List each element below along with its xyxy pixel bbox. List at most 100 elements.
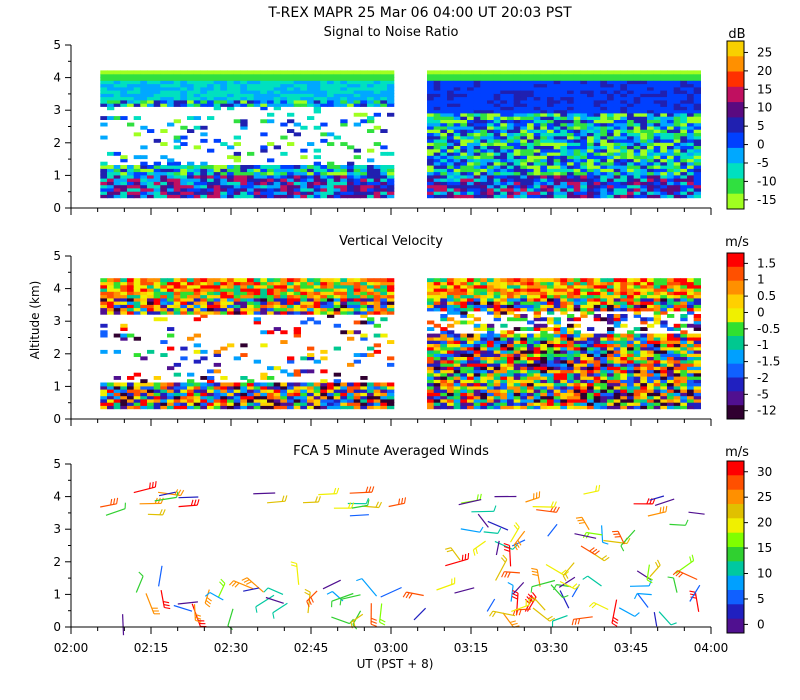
data-cell bbox=[180, 99, 188, 104]
data-cell bbox=[613, 135, 621, 140]
data-cell bbox=[560, 161, 568, 166]
data-cell bbox=[640, 165, 648, 169]
data-cell bbox=[547, 281, 555, 286]
data-cell bbox=[273, 389, 281, 393]
data-cell bbox=[233, 168, 241, 173]
data-cell bbox=[380, 333, 388, 338]
data-cell bbox=[373, 86, 381, 91]
data-cell bbox=[447, 398, 455, 403]
data-cell bbox=[100, 122, 108, 127]
data-cell bbox=[607, 330, 615, 335]
data-cell bbox=[540, 109, 548, 114]
data-cell bbox=[500, 174, 508, 179]
data-cell bbox=[120, 304, 128, 309]
data-cell bbox=[580, 70, 588, 75]
data-cell bbox=[180, 171, 188, 176]
colorbar-segment bbox=[727, 178, 744, 195]
data-cell bbox=[613, 398, 621, 403]
data-cell bbox=[533, 369, 541, 374]
data-cell bbox=[620, 76, 628, 81]
data-cell bbox=[307, 96, 315, 101]
data-cell bbox=[567, 392, 575, 397]
data-cell bbox=[240, 119, 248, 124]
data-cell bbox=[107, 294, 115, 299]
data-cell bbox=[220, 291, 228, 296]
data-cell bbox=[333, 281, 341, 286]
data-cell bbox=[547, 385, 555, 390]
data-cell bbox=[373, 99, 381, 104]
data-cell bbox=[167, 184, 175, 189]
data-cell bbox=[307, 187, 315, 192]
data-cell bbox=[607, 392, 615, 397]
data-cell bbox=[553, 194, 561, 199]
data-cell bbox=[327, 307, 335, 312]
data-cell bbox=[553, 116, 561, 120]
data-cell bbox=[633, 304, 641, 309]
data-cell bbox=[180, 356, 188, 361]
data-cell bbox=[507, 304, 515, 309]
data-cell bbox=[533, 398, 541, 403]
data-cell bbox=[553, 93, 561, 98]
data-cell bbox=[207, 96, 215, 101]
data-cell bbox=[100, 184, 108, 189]
data-cell bbox=[333, 291, 341, 296]
data-cell bbox=[627, 90, 635, 94]
data-cell bbox=[333, 187, 341, 192]
data-cell bbox=[600, 362, 608, 367]
data-cell bbox=[473, 129, 481, 133]
data-cell bbox=[687, 83, 695, 88]
data-cell bbox=[520, 284, 528, 289]
data-cell bbox=[527, 294, 535, 299]
data-cell bbox=[180, 398, 188, 403]
data-cell bbox=[373, 281, 381, 286]
data-cell bbox=[540, 356, 548, 361]
data-cell bbox=[653, 161, 661, 166]
data-cell bbox=[233, 398, 241, 403]
data-cell bbox=[660, 346, 668, 351]
data-cell bbox=[493, 278, 501, 283]
data-cell bbox=[640, 366, 648, 371]
data-cell bbox=[247, 307, 255, 312]
data-cell bbox=[693, 187, 701, 192]
data-cell bbox=[127, 294, 135, 299]
data-cell bbox=[533, 119, 541, 124]
data-cell bbox=[653, 184, 661, 189]
data-cell bbox=[287, 392, 295, 397]
data-cell bbox=[153, 405, 161, 410]
data-cell bbox=[473, 187, 481, 192]
data-cell bbox=[427, 327, 435, 331]
data-cell bbox=[487, 336, 495, 341]
data-cell bbox=[593, 346, 601, 351]
data-cell bbox=[213, 70, 221, 75]
data-cell bbox=[147, 405, 155, 410]
data-cell bbox=[260, 83, 268, 88]
data-cell bbox=[580, 379, 588, 384]
data-cell bbox=[573, 369, 581, 374]
data-cell bbox=[333, 103, 341, 107]
data-cell bbox=[513, 86, 521, 91]
data-cell bbox=[627, 129, 635, 133]
data-cell bbox=[260, 392, 268, 397]
data-cell bbox=[580, 349, 588, 354]
data-cell bbox=[587, 392, 595, 397]
data-cell bbox=[213, 181, 221, 186]
data-cell bbox=[273, 83, 281, 88]
data-cell bbox=[507, 151, 515, 156]
data-cell bbox=[273, 382, 281, 387]
data-cell bbox=[133, 171, 141, 176]
data-cell bbox=[640, 398, 648, 403]
data-cell bbox=[527, 369, 535, 374]
data-cell bbox=[527, 122, 535, 127]
data-cell bbox=[467, 171, 475, 176]
data-cell bbox=[233, 307, 241, 312]
data-cell bbox=[453, 392, 461, 397]
data-cell bbox=[320, 294, 328, 299]
data-cell bbox=[493, 70, 501, 75]
data-cell bbox=[160, 187, 168, 192]
data-cell bbox=[653, 343, 661, 348]
data-cell bbox=[247, 389, 255, 393]
data-cell bbox=[260, 191, 268, 195]
data-cell bbox=[140, 80, 148, 85]
data-cell bbox=[340, 178, 348, 182]
data-cell bbox=[480, 116, 488, 120]
